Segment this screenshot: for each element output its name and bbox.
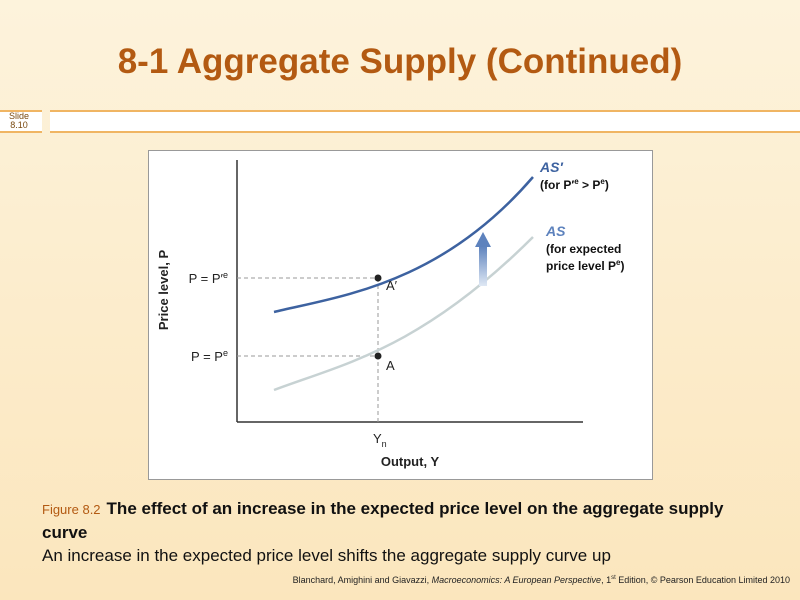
- header-bar: [50, 110, 800, 133]
- arrow-head: [475, 232, 491, 247]
- note-sup: e: [574, 177, 579, 186]
- footer-part: Blanchard, Amighini and Giavazzi,: [292, 575, 432, 585]
- tick-sup: e: [223, 348, 228, 358]
- y-tick-label: P = Pe: [191, 348, 228, 364]
- y-tick-label: P = P′e: [189, 270, 228, 286]
- tick-text: Y: [373, 431, 382, 446]
- tick-sub: n: [382, 439, 387, 449]
- arrow-shaft: [479, 246, 487, 286]
- note-part: ): [605, 178, 609, 192]
- header-bar: [0, 110, 42, 133]
- note-sup: e: [600, 177, 605, 186]
- note-part: > P: [579, 178, 601, 192]
- point-label: A′: [386, 278, 398, 293]
- tick-sup: e: [223, 270, 228, 280]
- note-part: ): [621, 259, 625, 273]
- point-label: A: [386, 358, 395, 373]
- as-prime-curve: [273, 176, 534, 314]
- curve-note: price level Pe): [546, 258, 625, 273]
- tick-text: P = P′: [189, 271, 224, 286]
- note-part: (for P′: [540, 178, 574, 192]
- slide-num: 8.10: [10, 120, 28, 130]
- figure-box: [148, 150, 653, 480]
- curve-note: (for expected: [546, 242, 621, 256]
- guides: [237, 277, 379, 422]
- x-tick-label: Yn: [373, 431, 387, 449]
- point: [374, 274, 382, 282]
- footer-part: , 1: [601, 575, 612, 585]
- curve-name: AS′: [539, 159, 563, 175]
- slide-word: Slide: [9, 111, 30, 121]
- footer-sup: st: [611, 575, 616, 581]
- caption-text: An increase in the expected price level …: [42, 546, 611, 565]
- slide-title: 8-1 Aggregate Supply (Continued): [117, 42, 683, 81]
- tick-text: P = P: [191, 349, 223, 364]
- x-axis-label: Output, Y: [381, 454, 440, 469]
- point: [374, 352, 382, 360]
- curve-note: (for P′e > Pe): [540, 177, 609, 192]
- caption-title: The effect of an increase in the expecte…: [42, 499, 724, 542]
- figure-number: Figure 8.2: [42, 502, 101, 517]
- note-part: price level P: [546, 259, 616, 273]
- curve-name: AS: [545, 223, 566, 239]
- as-curve: [273, 236, 534, 392]
- caption: Figure 8.2 The effect of an increase in t…: [42, 497, 742, 567]
- footer-book: Macroeconomics: A European Perspective: [431, 575, 602, 585]
- slide-number: Slide 8.10: [9, 112, 29, 130]
- y-axis-label: Price level, P: [156, 250, 171, 331]
- footer-part: Edition, © Pearson Education Limited 201…: [615, 575, 790, 585]
- footer: Blanchard, Amighini and Giavazzi, Macroe…: [293, 575, 790, 585]
- note-sup: e: [616, 258, 621, 267]
